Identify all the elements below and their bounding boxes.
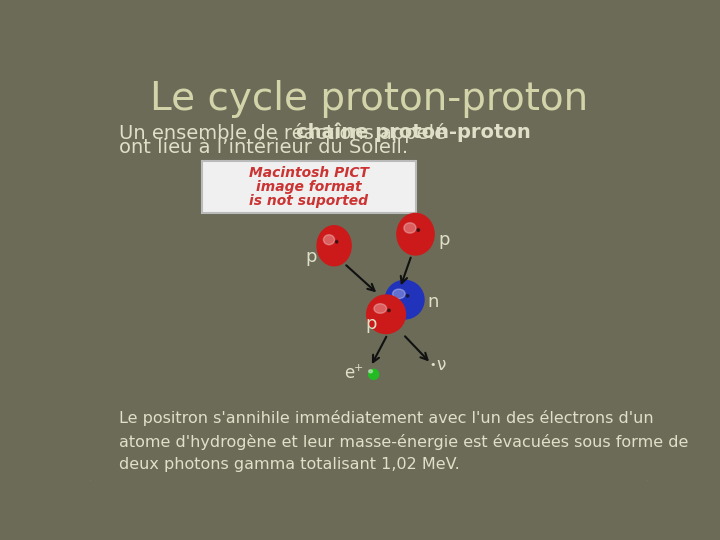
Ellipse shape (406, 294, 409, 297)
Ellipse shape (404, 223, 416, 233)
Ellipse shape (397, 213, 434, 255)
FancyBboxPatch shape (87, 62, 651, 484)
Text: Le cycle proton-proton: Le cycle proton-proton (150, 80, 588, 118)
Text: e: e (344, 364, 354, 382)
Text: Le positron s'annihile immédiatement avec l'un des électrons d'un
atome d'hydrog: Le positron s'annihile immédiatement ave… (120, 410, 689, 472)
Ellipse shape (366, 295, 405, 334)
Ellipse shape (323, 235, 335, 245)
Text: •: • (429, 360, 436, 370)
Text: image format: image format (256, 180, 361, 194)
Text: ont lieu à l’intérieur du Soleil.: ont lieu à l’intérieur du Soleil. (120, 138, 408, 158)
Ellipse shape (336, 240, 338, 243)
Text: chaîne proton-proton: chaîne proton-proton (296, 123, 531, 143)
Text: p: p (438, 231, 450, 249)
Ellipse shape (385, 280, 424, 319)
Text: Un ensemble de réactions appelé: Un ensemble de réactions appelé (120, 123, 453, 143)
Text: Macintosh PICT: Macintosh PICT (248, 166, 369, 180)
Text: n: n (427, 293, 438, 311)
Ellipse shape (369, 370, 372, 373)
Text: ν: ν (436, 356, 446, 374)
Ellipse shape (317, 226, 351, 266)
Text: p: p (305, 248, 317, 266)
Ellipse shape (387, 309, 390, 312)
Ellipse shape (417, 229, 420, 232)
FancyBboxPatch shape (202, 161, 415, 213)
Text: p: p (365, 314, 377, 333)
Ellipse shape (392, 289, 405, 299)
Ellipse shape (374, 303, 387, 313)
Ellipse shape (369, 369, 379, 379)
Text: +: + (354, 363, 364, 373)
Text: is not suported: is not suported (249, 194, 368, 208)
